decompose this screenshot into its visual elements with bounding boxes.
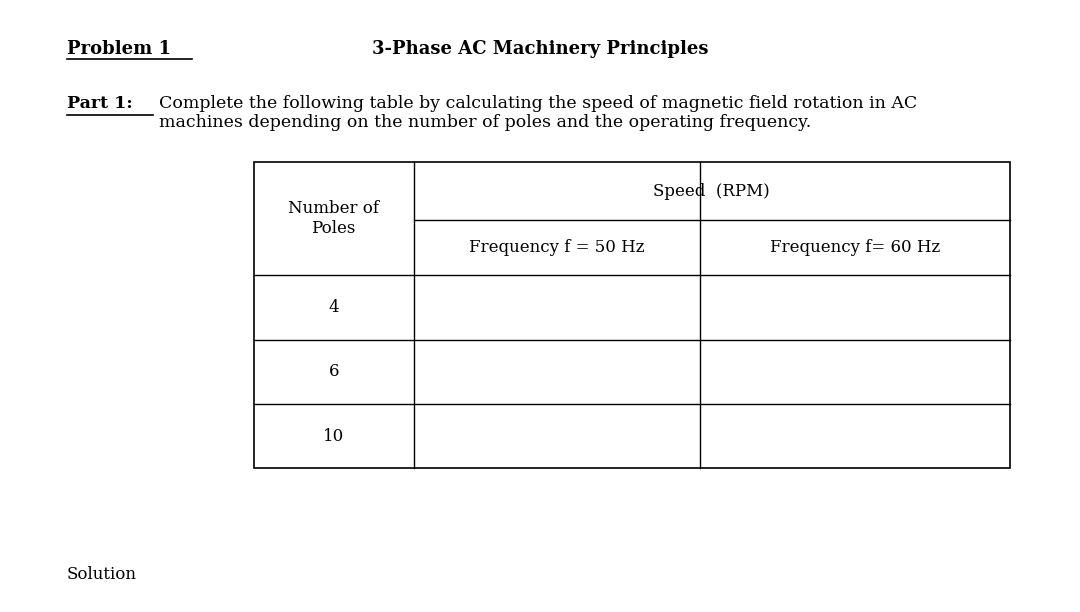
Text: Frequency f = 50 Hz: Frequency f = 50 Hz bbox=[469, 239, 645, 256]
Text: Frequency f= 60 Hz: Frequency f= 60 Hz bbox=[770, 239, 940, 256]
Text: 6: 6 bbox=[328, 364, 339, 380]
Text: Solution: Solution bbox=[67, 566, 137, 583]
Text: Problem 1: Problem 1 bbox=[67, 40, 171, 58]
Text: 4: 4 bbox=[328, 299, 339, 316]
Text: Complete the following table by calculating the speed of magnetic field rotation: Complete the following table by calculat… bbox=[159, 95, 917, 132]
Bar bbox=[254, 162, 1010, 468]
Text: Speed  (RPM): Speed (RPM) bbox=[653, 183, 770, 200]
Text: 10: 10 bbox=[323, 428, 345, 444]
Text: Part 1:: Part 1: bbox=[67, 95, 133, 112]
Text: 3-Phase AC Machinery Principles: 3-Phase AC Machinery Principles bbox=[372, 40, 708, 58]
Text: Number of
Poles: Number of Poles bbox=[288, 201, 379, 237]
